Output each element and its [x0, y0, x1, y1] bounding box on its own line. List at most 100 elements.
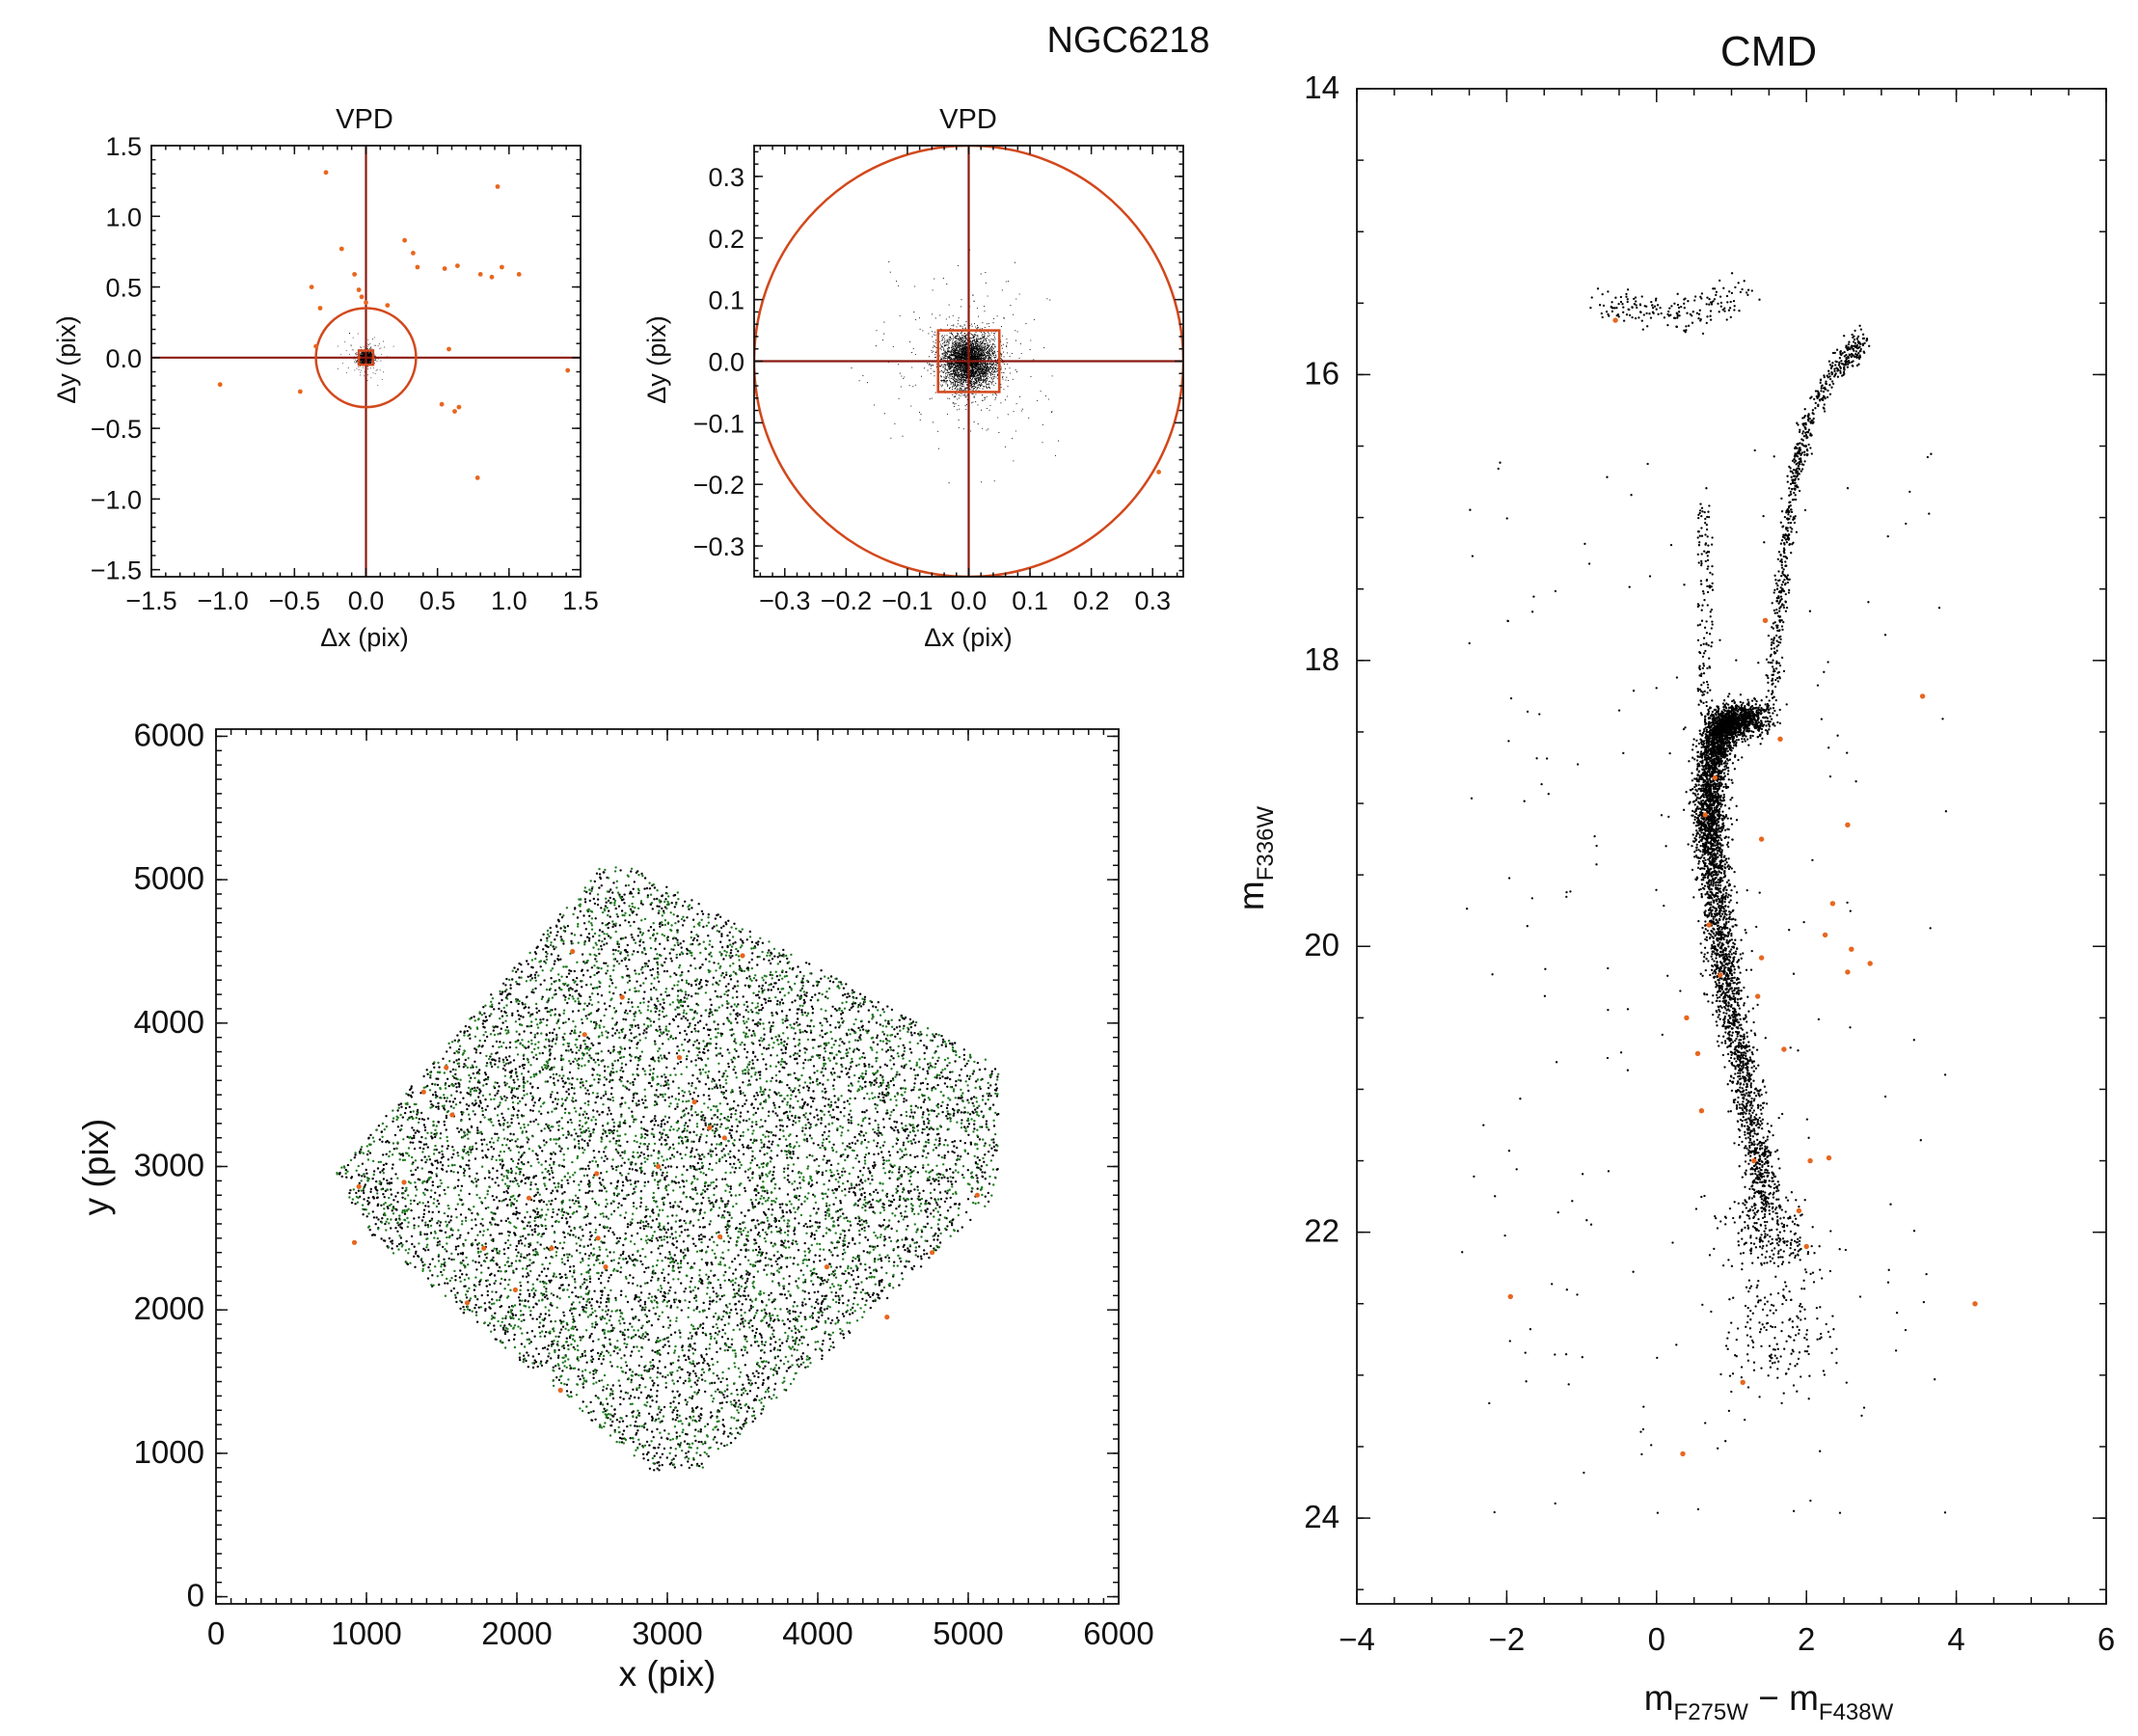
cluster-star-point: [363, 363, 364, 365]
cluster-star-point: [984, 398, 986, 401]
cluster-star-point: [934, 356, 936, 358]
cluster-star-point: [944, 364, 946, 366]
cluster-star-point: [947, 363, 949, 365]
cluster-star-point: [940, 374, 942, 377]
cluster-star-point: [957, 388, 959, 390]
cluster-star-point: [973, 372, 975, 374]
cluster-star-point: [977, 326, 979, 328]
field-star-point: [452, 409, 457, 414]
cluster-star-point: [979, 373, 981, 376]
cluster-star-point: [986, 429, 988, 431]
cluster-star-point: [890, 437, 892, 439]
field-star-point: [297, 389, 303, 394]
cluster-star-point: [963, 345, 966, 347]
cluster-star-point: [950, 367, 952, 369]
cluster-star-point: [956, 393, 958, 395]
cluster-star-point: [965, 374, 967, 376]
cluster-star-point: [960, 348, 961, 350]
cluster-star-point: [965, 342, 968, 344]
cluster-star-point: [961, 352, 963, 354]
cluster-star-point: [994, 366, 997, 368]
cluster-star-point: [959, 338, 961, 339]
vpd-zoom-ylabel: Δy (pix): [642, 315, 671, 404]
cluster-star-point: [966, 384, 968, 386]
cluster-star-point: [990, 359, 992, 361]
cluster-star-point: [935, 347, 937, 349]
cluster-star-point: [361, 360, 363, 362]
cluster-star-point: [976, 373, 979, 375]
cluster-star-point: [954, 342, 956, 344]
cluster-star-point: [973, 346, 975, 348]
cluster-star-point: [984, 366, 986, 368]
cluster-star-point: [934, 334, 936, 336]
cluster-star-point: [354, 362, 356, 364]
cluster-star-point: [980, 343, 982, 345]
cluster-star-point: [970, 334, 972, 336]
cluster-star-point: [990, 378, 992, 380]
cluster-star-point: [1012, 438, 1014, 440]
x-tick-label: 1.5: [562, 586, 599, 615]
cluster-star-point: [898, 285, 900, 287]
cluster-star-point: [976, 382, 978, 385]
cluster-star-point: [992, 366, 994, 367]
cluster-star-point: [366, 351, 368, 353]
cluster-star-point: [972, 347, 974, 349]
cluster-star-point: [964, 354, 966, 356]
cluster-star-point: [946, 335, 948, 337]
cluster-star-point: [380, 360, 382, 362]
cluster-star-point: [965, 356, 967, 359]
cluster-star-point: [985, 380, 988, 382]
cluster-star-point: [900, 386, 902, 388]
cluster-star-point: [951, 345, 953, 347]
cluster-star-point: [883, 413, 886, 415]
field-star-point: [447, 346, 451, 352]
cluster-star-point: [938, 340, 940, 342]
cluster-star-point: [978, 376, 981, 378]
cluster-star-point: [982, 374, 984, 376]
cluster-star-point: [914, 384, 916, 386]
cluster-star-point: [1015, 369, 1016, 371]
cluster-star-point: [971, 378, 974, 380]
cluster-star-point: [965, 408, 967, 411]
cluster-star-point: [961, 340, 963, 342]
cluster-star-point: [361, 361, 363, 363]
cluster-star-point: [982, 347, 984, 349]
cluster-star-point: [956, 367, 958, 369]
cluster-star-point: [959, 408, 961, 410]
cluster-star-point: [958, 333, 960, 335]
cluster-star-point: [953, 376, 956, 378]
cluster-star-point: [370, 352, 372, 354]
cluster-star-point: [972, 393, 974, 395]
cluster-star-point: [946, 381, 948, 383]
cluster-star-point: [961, 348, 963, 350]
cluster-star-point: [996, 367, 999, 369]
cluster-star-point: [914, 285, 916, 287]
cluster-star-point: [952, 393, 954, 395]
cluster-star-point: [363, 366, 365, 368]
cluster-star-point: [954, 366, 956, 368]
y-tick-label: −1.0: [91, 485, 142, 514]
cluster-star-point: [375, 344, 377, 346]
cluster-star-point: [981, 346, 983, 348]
field-star-point: [442, 266, 447, 271]
cluster-star-point: [953, 324, 955, 326]
cluster-star-point: [992, 352, 994, 355]
cluster-star-point: [1000, 355, 1003, 357]
cluster-star-point: [963, 337, 965, 339]
cluster-star-point: [943, 352, 945, 354]
cluster-star-point: [984, 333, 986, 335]
cluster-star-point: [377, 385, 379, 387]
cluster-star-point: [955, 375, 957, 377]
cluster-star-point: [966, 373, 968, 375]
cluster-star-point: [912, 347, 914, 350]
cluster-star-point: [948, 337, 950, 339]
field-star-point: [456, 404, 462, 410]
cluster-star-point: [950, 383, 952, 385]
cluster-star-point: [973, 368, 975, 370]
cluster-star-point: [965, 370, 967, 372]
cluster-star-point: [949, 353, 951, 355]
cluster-star-point: [372, 372, 374, 374]
cluster-star-point: [956, 347, 959, 349]
cluster-star-point: [955, 363, 957, 365]
cluster-star-point: [950, 333, 952, 335]
